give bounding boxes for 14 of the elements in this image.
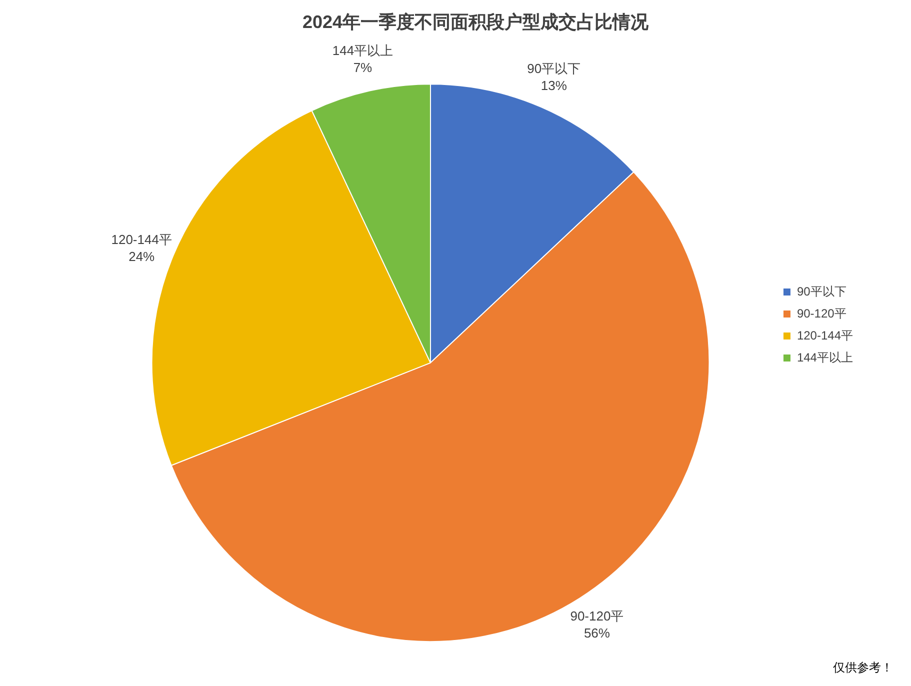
slice-label: 144平以上 <box>332 43 394 58</box>
legend-label: 144平以上 <box>796 350 853 364</box>
chart-title: 2024年一季度不同面积段户型成交占比情况 <box>302 12 650 32</box>
legend-label: 90平以下 <box>796 284 846 298</box>
text: 仅供参考！ <box>833 660 893 674</box>
slice-label: 90-120平 <box>570 608 624 624</box>
data-label: 13% <box>540 78 568 94</box>
data-label: 24% <box>128 249 156 264</box>
legend-label: 120-144平 <box>796 328 854 342</box>
legend-label: 90-120平 <box>796 306 846 320</box>
data-label: 7% <box>353 60 373 76</box>
slice-label: 120-144平 <box>111 232 172 247</box>
slice-label: 90平以下 <box>527 61 581 76</box>
data-label: 56% <box>584 626 610 641</box>
